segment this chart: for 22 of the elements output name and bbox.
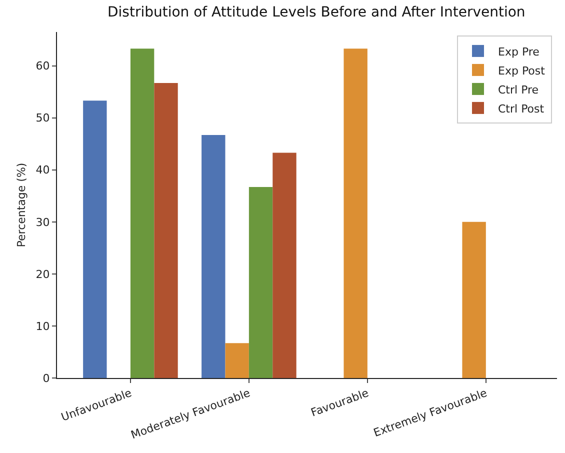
y-axis-title: Percentage (%) <box>15 162 28 248</box>
bar <box>130 48 154 378</box>
bar <box>225 343 249 378</box>
bar <box>83 100 107 378</box>
chart-title: Distribution of Attitude Levels Before and After Intervention <box>107 4 526 21</box>
bar <box>272 152 296 378</box>
legend-label: Exp Post <box>498 64 546 78</box>
y-tick-label: 30 <box>36 216 50 229</box>
y-tick-label: 0 <box>42 372 50 385</box>
legend-label: Exp Pre <box>498 45 540 58</box>
bar <box>248 187 273 378</box>
y-tick-label: 60 <box>36 60 50 73</box>
bar <box>344 48 368 378</box>
y-tick-label: 50 <box>36 112 50 125</box>
bar <box>202 135 226 378</box>
y-tick-label: 40 <box>36 164 50 177</box>
y-tick-label: 10 <box>36 320 50 333</box>
y-tick-label: 20 <box>36 268 50 281</box>
legend-label: Ctrl Pre <box>498 83 539 96</box>
bar <box>154 82 178 378</box>
legend-label: Ctrl Post <box>498 102 545 116</box>
bar <box>462 222 486 378</box>
